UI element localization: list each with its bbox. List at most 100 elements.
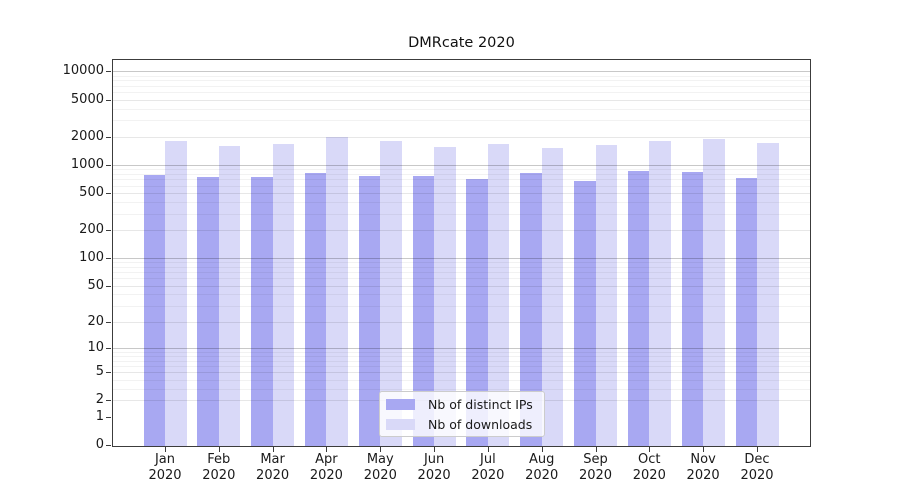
bar-distinct-ips-feb (197, 177, 219, 446)
x-tick-month: Jul (480, 452, 496, 467)
y-axis-tick-mark (106, 400, 111, 402)
bar-downloads-feb (218, 145, 241, 446)
bar-downloads-aug (541, 147, 564, 446)
y-axis-tick-label: 200 (79, 221, 104, 237)
x-axis-tick-mark (757, 447, 758, 452)
bar-distinct-ips-aug (520, 173, 542, 446)
x-tick-month: Aug (528, 452, 555, 467)
legend-entry-downloads: Nb of downloads (386, 416, 544, 433)
legend-swatch-downloads (386, 418, 415, 430)
x-axis-tick-label: May 2020 (352, 452, 408, 483)
y-axis-tick-label: 5 (95, 364, 104, 380)
y-axis-tick-label: 1000 (70, 156, 104, 172)
x-axis-tick-mark (380, 447, 382, 452)
gridline (113, 278, 810, 280)
y-axis-tick-mark (106, 321, 111, 323)
bar-distinct-ips-nov (681, 171, 704, 446)
legend-swatch-distinct-ips (386, 398, 415, 410)
bar-distinct-ips-apr (304, 172, 327, 446)
bar-distinct-ips-mar (251, 176, 273, 446)
bar-distinct-ips-jun (412, 176, 435, 446)
y-axis-tick-label: 5000 (70, 91, 104, 107)
x-axis-tick-label: Aug 2020 (514, 452, 570, 483)
y-axis-tick-label: 500 (79, 184, 104, 200)
gridline (113, 257, 810, 259)
legend-label-downloads: Nb of downloads (428, 416, 533, 432)
gridline (113, 266, 810, 268)
x-axis-tick-mark (165, 447, 166, 452)
x-tick-year: 2020 (686, 467, 720, 483)
gridline (113, 347, 810, 349)
gridline (113, 285, 810, 287)
gridline (113, 213, 810, 215)
y-axis-tick-label: 100 (79, 249, 104, 265)
x-axis-tick-mark (434, 447, 436, 452)
bar-distinct-ips-dec (735, 178, 757, 446)
bar-downloads-sep (595, 145, 617, 446)
gridline (113, 75, 810, 77)
y-axis-tick-label: 0 (95, 437, 104, 452)
gridline (113, 355, 810, 357)
x-axis-tick-mark (595, 447, 597, 452)
bar-downloads-dec (757, 142, 779, 446)
x-tick-month: Feb (207, 452, 231, 467)
y-axis-tick-label: 10 (87, 339, 104, 355)
y-axis-tick-mark (106, 416, 111, 418)
y-axis-tick-mark (106, 229, 111, 231)
y-axis-tick-mark (106, 136, 111, 138)
bar-distinct-ips-jul (466, 179, 488, 446)
gridline (113, 229, 810, 231)
gridline (113, 92, 810, 94)
x-axis-tick-label: Apr 2020 (298, 452, 354, 483)
gridline (113, 201, 810, 203)
x-tick-month: Oct (638, 452, 661, 467)
x-axis-tick-label: Jan 2020 (137, 452, 193, 483)
gridline (113, 372, 810, 374)
gridline (113, 169, 810, 170)
bar-downloads-jul (487, 143, 510, 446)
x-axis-tick-label: Nov 2020 (675, 452, 731, 483)
x-tick-year: 2020 (525, 467, 559, 483)
bar-distinct-ips-jan (143, 174, 165, 446)
gridline (113, 294, 810, 296)
y-axis-tick-label: 20 (87, 313, 104, 329)
legend: Nb of distinct IPs Nb of downloads (379, 391, 545, 437)
bar-distinct-ips-oct (627, 170, 650, 446)
gridline (113, 164, 810, 166)
x-axis-tick-label: Jun 2020 (406, 452, 462, 483)
plot-area: Nb of distinct IPs Nb of downloads (112, 59, 811, 447)
bar-distinct-ips-sep (574, 180, 596, 446)
x-axis-tick-mark (326, 447, 328, 452)
y-axis-tick-label: 2 (95, 392, 104, 408)
y-axis-tick-label: 1 (95, 408, 104, 424)
gridline (113, 85, 810, 87)
gridline (113, 120, 810, 122)
gridline (113, 379, 810, 381)
x-axis-tick-label: Sep 2020 (568, 452, 624, 483)
gridline (113, 351, 810, 353)
gridline (113, 360, 810, 362)
x-axis-tick-mark (218, 447, 220, 452)
bar-downloads-apr (326, 137, 348, 446)
bar-distinct-ips-may (358, 175, 381, 446)
x-tick-year: 2020 (578, 467, 613, 483)
gridline (113, 321, 810, 323)
y-axis-tick-label: 50 (87, 277, 104, 293)
y-axis-tick-mark (106, 347, 111, 349)
legend-entry-distinct-ips: Nb of distinct IPs (386, 396, 544, 413)
gridline (113, 179, 810, 181)
gridline (113, 366, 810, 368)
gridline (113, 262, 810, 263)
gridline (113, 185, 810, 187)
x-tick-year: 2020 (256, 467, 290, 483)
gridline (113, 192, 810, 194)
y-axis-tick-mark (106, 71, 111, 73)
y-axis-tick-label: 10000 (62, 63, 104, 79)
bar-downloads-jan (165, 140, 187, 446)
y-axis-tick-mark (106, 257, 111, 259)
x-axis-tick-mark (703, 447, 705, 452)
x-tick-year: 2020 (417, 467, 451, 483)
legend-label-distinct-ips: Nb of distinct IPs (428, 396, 533, 412)
gridline (113, 173, 810, 175)
